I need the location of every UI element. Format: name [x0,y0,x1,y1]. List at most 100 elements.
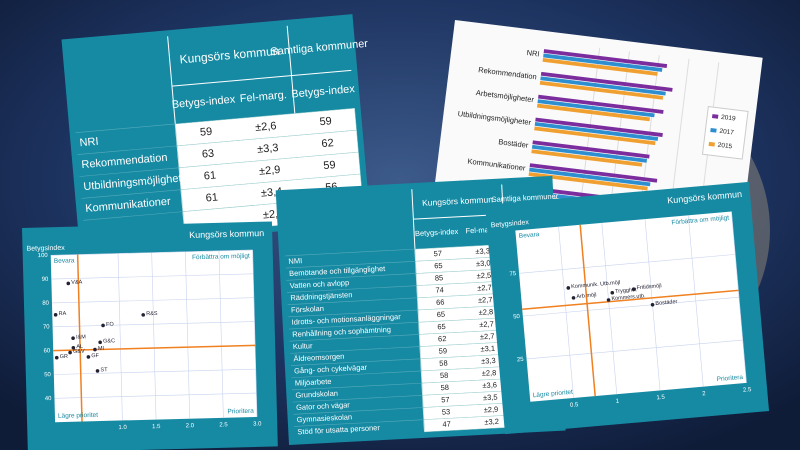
cell: 57 [441,395,450,404]
bar [534,126,656,146]
x-tick-label: 1.5 [152,424,161,430]
x-tick-label: 1.5 [656,395,665,402]
point-label: V&A [71,280,82,286]
cell: 61 [205,191,218,204]
row-rule [77,145,178,155]
bar [535,117,663,137]
quadrant: Bevara [54,257,75,265]
point [86,355,91,359]
cell: 59 [438,346,447,355]
bar [528,172,648,191]
point-label: GF [91,353,99,359]
point-label: Fritidsmöjl [636,283,661,291]
grid-line [151,252,157,420]
cell: ±2,6 [255,120,277,134]
legend-label: 2015 [717,142,733,151]
cell: 62 [321,137,334,150]
cell: 58 [440,371,449,380]
grid-line [519,254,736,274]
cell: ±3,3 [481,356,496,366]
row-rule [288,321,419,330]
y-tick-label: 25 [517,357,525,364]
cross-y [53,344,256,352]
point [68,350,72,355]
bar [538,94,664,114]
legend-swatch [711,114,719,119]
bar [529,163,658,183]
point-label: R&S [146,311,158,317]
bar [537,99,655,118]
cell: 58 [439,358,448,367]
point [93,347,97,352]
x-tick-label: 2.0 [186,423,195,429]
legend-swatch [710,127,717,133]
scatter-panel: Kungsörs kommun Betygsindex 40 50 60 70 80 90 10… [22,221,278,450]
bar [540,71,673,92]
row-label: Räddningstjänsten [290,290,353,302]
cross-x [76,254,83,422]
point [98,340,102,345]
bar [542,58,658,76]
point [101,323,105,328]
row-label: Gång- och cykelvägar [294,363,368,376]
point-label: MI [98,346,105,352]
point-label: Trygghet [615,287,637,295]
quadrant: Prioritera [716,374,743,383]
grid-line [526,339,743,360]
header-col: Fel-marg. [239,89,287,105]
point [53,312,58,317]
y-tick-label: 80 [42,301,49,307]
row-rule [290,346,421,354]
quadrant: Prioritera [227,408,254,416]
bar [531,144,647,163]
cell: ±2,7 [479,319,494,329]
y-label: Betygsindex [26,245,65,253]
row-rule [75,123,176,133]
x-tick-label: 2.5 [219,422,228,428]
y-tick-label: 100 [38,253,49,259]
cell: 61 [203,170,216,183]
row-label: Miljöarbete [295,377,332,388]
cell: ±2,9 [483,405,498,415]
row-rule [287,297,418,305]
cross-y [522,289,739,311]
row-rule [285,248,415,257]
cell: 58 [440,383,449,392]
header-col: Fel-marg. [465,225,498,236]
cell: 57 [433,249,442,258]
grid-line [687,215,704,387]
grid-line [731,211,747,383]
x-tick-label: 3.0 [253,421,262,427]
cell: ±2,5 [476,271,491,281]
point [571,296,576,300]
cell: 47 [442,419,451,428]
grid-line [185,251,191,419]
point-label: Arb.möjl [576,292,597,300]
point [631,287,636,291]
cell: 62 [438,334,447,343]
y-tick-label: 50 [513,314,521,321]
bar [531,149,643,167]
point [650,302,655,307]
grid-line [601,222,618,395]
header-group: Kungsörs kommun [422,194,494,208]
cell: ±3,3 [257,142,279,156]
grid-line [522,296,740,317]
row-rule [290,358,421,366]
bar [539,80,664,100]
category-label: NRI [526,48,540,59]
category-label: Bostäder [498,137,529,150]
bar [532,140,650,159]
quadrant: Lägre prioritet [58,412,98,420]
cell: ±2,9 [259,164,281,178]
row-label: Förskolan [291,304,324,315]
legend-label: 2017 [719,128,735,137]
point-label: GR [60,354,68,360]
scatter-panel: Kungsörs kommunBetygsindex2550750.511.52… [485,181,770,435]
row-rule [83,211,183,221]
point-label: Bostäder [655,299,678,307]
row-rule [286,273,417,281]
cell: 59 [323,159,336,172]
row-rule [288,309,419,318]
cell: ±2,7 [478,295,493,305]
